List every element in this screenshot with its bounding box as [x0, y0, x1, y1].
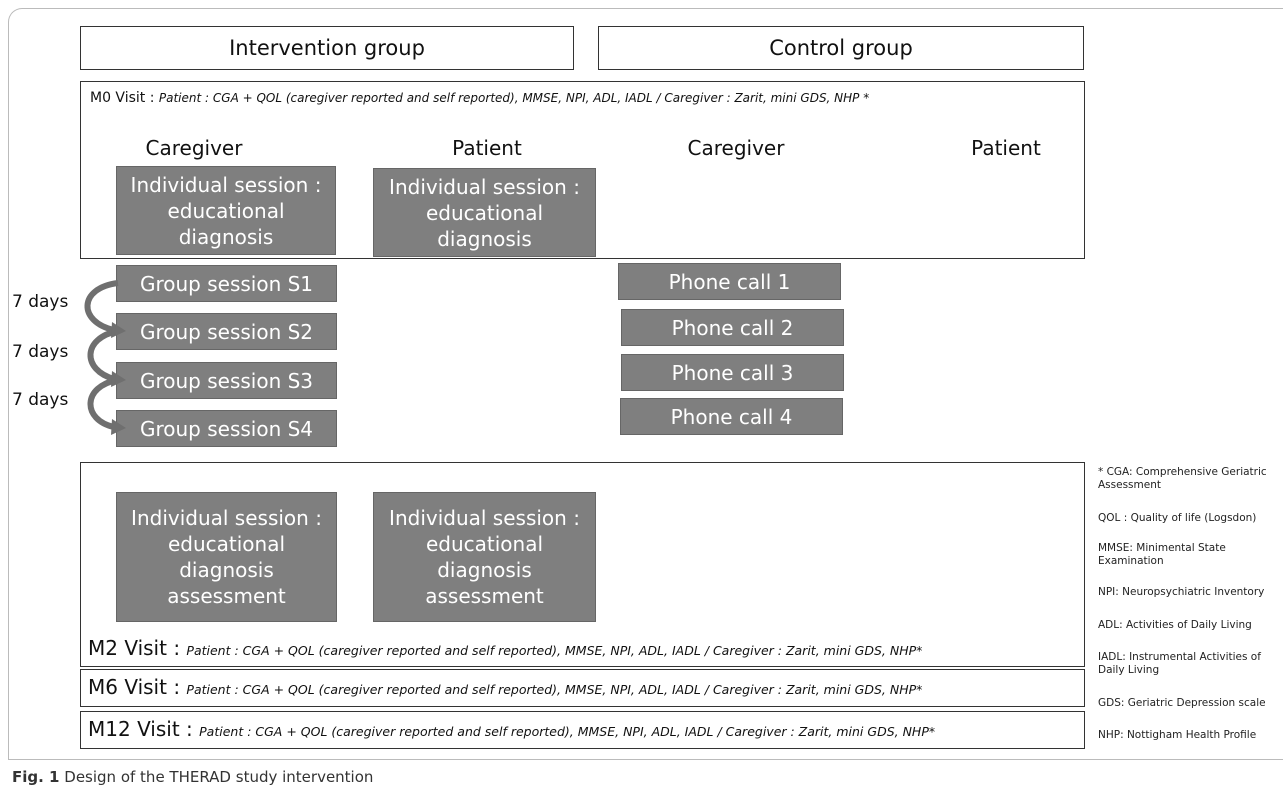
visit: M12 Visit : Patient : CGA + QOL (caregiv…: [88, 717, 935, 741]
visit-detail: Patient : CGA + QOL (caregiver reported …: [186, 643, 923, 658]
visit-detail: Patient : CGA + QOL (caregiver reported …: [158, 91, 870, 105]
visit-label: M6 Visit :: [88, 675, 181, 699]
note: ADL: Activities of Daily Living: [1098, 619, 1252, 631]
frame: [8, 8, 1283, 760]
arrows: [84, 280, 126, 435]
interval: 7 days: [12, 390, 69, 410]
note: GDS: Geriatric Depression scale: [1098, 697, 1266, 709]
note: QOL : Quality of life (Logsdon): [1098, 512, 1257, 524]
caption-text: Design of the THERAD study intervention: [64, 768, 374, 786]
group-session: Group session S3: [116, 362, 337, 399]
assessment-session: Individual session : educational diagnos…: [373, 492, 596, 622]
visit: M6 Visit : Patient : CGA + QOL (caregive…: [88, 675, 922, 699]
visit-label: M2 Visit :: [88, 636, 181, 660]
interval: 7 days: [12, 292, 69, 312]
phone-call: Phone call 3: [621, 354, 844, 391]
group-header: Control group: [598, 26, 1084, 70]
phone-call: Phone call 4: [620, 398, 843, 435]
visit-label: M12 Visit :: [88, 717, 193, 741]
caption-label: Fig. 1: [12, 768, 60, 786]
visit-detail: Patient : CGA + QOL (caregiver reported …: [186, 682, 923, 697]
group-header: Intervention group: [80, 26, 574, 70]
m6-box: [80, 669, 1085, 707]
group-session: Group session S2: [116, 313, 337, 350]
column-header: Caregiver: [687, 136, 785, 160]
assessment-session: Individual session : educational diagnos…: [116, 492, 337, 622]
m12-box: [80, 711, 1085, 749]
group-session: Group session S4: [116, 410, 337, 447]
m0-visit: M0 Visit : Patient : CGA + QOL (caregive…: [90, 90, 869, 106]
column-header: Patient: [971, 136, 1041, 160]
visit-detail: Patient : CGA + QOL (caregiver reported …: [199, 724, 936, 739]
note: MMSE: Minimental State Examination: [1098, 542, 1226, 567]
note: * CGA: Comprehensive Geriatric Assessmen…: [1098, 466, 1267, 491]
individual-session: Individual session : educational diagnos…: [116, 166, 336, 255]
visit-label: M0 Visit :: [90, 90, 155, 106]
individual-session: Individual session : educational diagnos…: [373, 168, 596, 257]
note: IADL: Instrumental Activities of Daily L…: [1098, 651, 1261, 676]
caption: Fig. 1 Design of the THERAD study interv…: [12, 768, 373, 786]
note: NHP: Nottigham Health Profile: [1098, 729, 1257, 741]
note: NPI: Neuropsychiatric Inventory: [1098, 586, 1265, 598]
group-session: Group session S1: [116, 265, 337, 302]
interval: 7 days: [12, 342, 69, 362]
column-header: Caregiver: [145, 136, 243, 160]
phone-call: Phone call 2: [621, 309, 844, 346]
column-header: Patient: [452, 136, 522, 160]
phone-call: Phone call 1: [618, 263, 841, 300]
visit: M2 Visit : Patient : CGA + QOL (caregive…: [88, 636, 922, 660]
